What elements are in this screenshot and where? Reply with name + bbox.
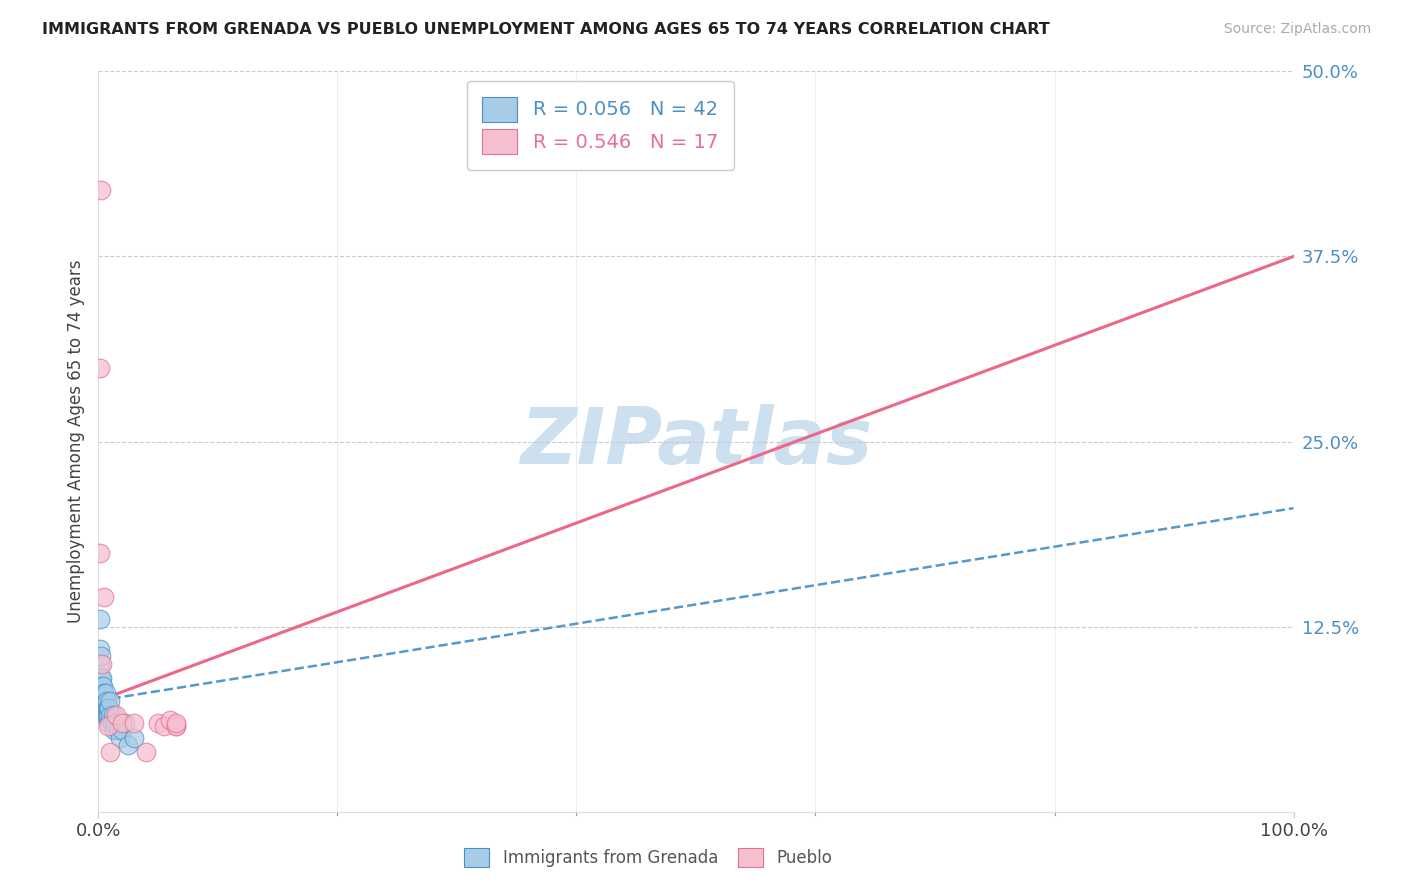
Point	[90, 686, 112, 700]
Point	[98, 694, 122, 708]
Point	[94, 694, 117, 708]
Point	[103, 723, 125, 738]
Point	[96, 694, 118, 708]
Point	[135, 746, 157, 760]
Point	[89, 641, 111, 656]
Legend: Immigrants from Grenada, Pueblo: Immigrants from Grenada, Pueblo	[457, 842, 839, 874]
Point	[107, 723, 129, 738]
Point	[98, 701, 121, 715]
Point	[89, 657, 111, 671]
Point	[97, 708, 120, 723]
Point	[93, 701, 115, 715]
Point	[93, 708, 115, 723]
Point	[105, 708, 128, 723]
Point	[98, 708, 122, 723]
Point	[91, 679, 114, 693]
Point	[96, 701, 118, 715]
Text: Source: ZipAtlas.com: Source: ZipAtlas.com	[1223, 22, 1371, 37]
Point	[90, 672, 112, 686]
Y-axis label: Unemployment Among Ages 65 to 74 years: Unemployment Among Ages 65 to 74 years	[66, 260, 84, 624]
Point	[91, 657, 114, 671]
Point	[148, 715, 170, 730]
Point	[90, 649, 112, 664]
Point	[93, 686, 115, 700]
Point	[97, 701, 120, 715]
Point	[91, 672, 114, 686]
Point	[98, 715, 121, 730]
Point	[93, 590, 115, 604]
Point	[100, 715, 122, 730]
Point	[97, 719, 120, 733]
Point	[91, 694, 114, 708]
Point	[114, 715, 136, 730]
Point	[89, 612, 111, 626]
Point	[91, 694, 114, 708]
Point	[124, 731, 146, 745]
Point	[111, 715, 134, 730]
Point	[94, 686, 117, 700]
Point	[94, 708, 117, 723]
Point	[93, 694, 115, 708]
Point	[104, 715, 127, 730]
Point	[124, 715, 146, 730]
Point	[165, 715, 187, 730]
Point	[91, 679, 114, 693]
Point	[101, 708, 124, 723]
Text: IMMIGRANTS FROM GRENADA VS PUEBLO UNEMPLOYMENT AMONG AGES 65 TO 74 YEARS CORRELA: IMMIGRANTS FROM GRENADA VS PUEBLO UNEMPL…	[42, 22, 1050, 37]
Point	[90, 183, 112, 197]
Point	[117, 738, 139, 752]
Point	[96, 708, 118, 723]
Point	[91, 701, 114, 715]
Point	[91, 686, 114, 700]
Point	[89, 360, 111, 375]
Point	[153, 719, 176, 733]
Point	[108, 731, 131, 745]
Text: ZIPatlas: ZIPatlas	[520, 403, 872, 480]
Point	[111, 723, 134, 738]
Point	[90, 679, 112, 693]
Point	[165, 719, 187, 733]
Point	[98, 746, 122, 760]
Point	[91, 701, 114, 715]
Point	[159, 713, 181, 727]
Point	[165, 719, 187, 733]
Point	[89, 546, 111, 560]
Point	[91, 686, 114, 700]
